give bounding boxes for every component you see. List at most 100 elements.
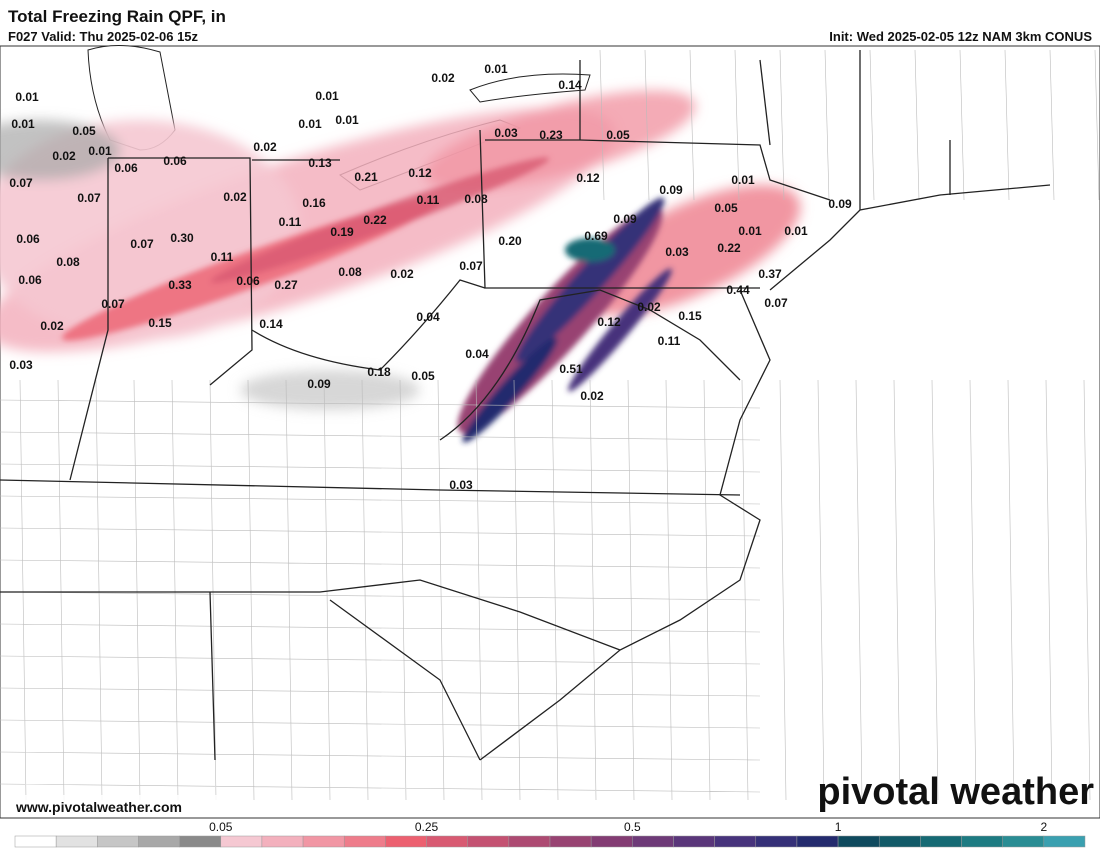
point-label: 0.07 [764,296,788,310]
point-label: 0.01 [784,224,808,238]
colorbar-tick-label: 0.5 [624,820,641,834]
point-label: 0.08 [464,192,488,206]
point-label: 0.01 [335,113,359,127]
point-label: 0.11 [658,334,681,348]
point-label: 0.06 [18,273,42,287]
colorbar-swatch [261,835,304,848]
point-label: 0.08 [56,255,80,269]
point-label: 0.01 [315,89,339,103]
colorbar-tick-label: 0.05 [209,820,233,834]
colorbar-swatch [632,835,674,848]
colorbar-swatch [343,835,386,848]
website-bg [10,795,220,817]
colorbar-swatch [467,835,510,848]
county-lines [0,49,1100,801]
point-label: 0.15 [678,309,702,323]
logo: pivotal weather [817,771,1094,813]
colorbar-swatch [1002,835,1045,848]
colorbar-swatch [426,835,468,848]
colorbar-swatch [878,835,921,848]
point-label: 0.05 [714,201,738,215]
point-label: 0.09 [307,377,331,391]
point-label: 0.12 [597,315,621,329]
colorbar: 0.05 0.25 0.5 1 2 [14,820,1086,848]
colorbar-swatch [97,835,139,848]
colorbar-swatch [796,835,839,848]
colorbar-swatch [673,835,715,848]
website: www.pivotalweather.com [15,799,182,815]
point-label: 0.03 [494,126,518,140]
point-label: 0.09 [828,197,852,211]
point-label: 0.02 [580,389,604,403]
point-label: 0.06 [114,161,138,175]
init-time: Init: Wed 2025-02-05 12z NAM 3km CONUS [829,29,1092,44]
colorbar-tick-label: 0.25 [415,820,439,834]
colorbar-swatch [385,835,427,848]
point-label: 0.02 [390,267,414,281]
point-label: 0.20 [498,234,522,248]
point-label: 0.05 [606,128,630,142]
valid-time: F027 Valid: Thu 2025-02-06 15z [8,29,199,44]
point-label: 0.04 [416,310,440,324]
point-label: 0.22 [363,213,387,227]
point-label: 0.14 [259,317,283,331]
point-label: 0.30 [170,231,194,245]
state-border [485,139,831,201]
point-label: 0.23 [539,128,563,142]
point-label: 0.15 [148,316,172,330]
point-label: 0.02 [253,140,277,154]
point-label: 0.21 [354,170,378,184]
point-label: 0.06 [163,154,187,168]
point-label: 0.06 [236,274,260,288]
point-label: 0.12 [408,166,432,180]
point-label: 0.11 [279,215,302,229]
point-label: 0.14 [558,78,582,92]
precip-heavy [61,157,672,443]
colorbar-swatch [302,835,345,848]
point-label: 0.05 [411,369,435,383]
state-border [0,579,621,651]
point-label: 0.08 [338,265,362,279]
colorbar-swatch [920,835,962,848]
lake-ontario [469,73,591,103]
point-label: 0.02 [431,71,455,85]
colorbar-swatch [755,835,798,848]
colorbar-swatch [138,835,180,848]
point-label: 0.51 [559,362,583,376]
point-label: 0.09 [613,212,637,226]
point-label: 0.07 [77,191,101,205]
point-label: 0.07 [459,259,483,273]
colorbar-tick-label: 1 [835,820,842,834]
coastline [479,289,771,761]
colorbar-swatch [14,835,57,848]
point-label: 0.44 [726,283,750,297]
map-title: Total Freezing Rain QPF, in [8,7,226,26]
state-border [108,157,253,386]
colorbar-swatch [179,835,222,848]
point-label: 0.19 [330,225,354,239]
point-label: 0.06 [16,232,40,246]
map: 0.010.01 0.050.02 0.010.06 0.060.070.070.02… [0,44,1100,819]
map-labels: 0.010.01 0.050.02 0.010.06 0.060.070.070.02… [9,62,852,492]
point-label: 0.01 [484,62,508,76]
point-label: 0.12 [576,171,600,185]
point-label: 0.07 [9,176,33,190]
point-label: 0.16 [302,196,326,210]
point-label: 0.03 [665,245,689,259]
point-label: 0.02 [52,149,76,163]
state-border [439,289,741,441]
point-label: 0.02 [40,319,64,333]
point-label: 0.01 [731,173,755,187]
point-label: 0.03 [9,358,33,372]
point-label: 0.69 [584,229,608,243]
state-border [579,50,951,210]
point-label: 0.18 [367,365,391,379]
point-label: 0.01 [738,224,762,238]
point-label: 0.01 [88,144,112,158]
point-label: 0.11 [211,250,234,264]
point-label: 0.04 [465,347,489,361]
point-label: 0.07 [130,237,154,251]
colorbar-tick-label: 2 [1041,820,1048,834]
colorbar-swatch [590,835,633,848]
point-label: 0.33 [168,278,192,292]
